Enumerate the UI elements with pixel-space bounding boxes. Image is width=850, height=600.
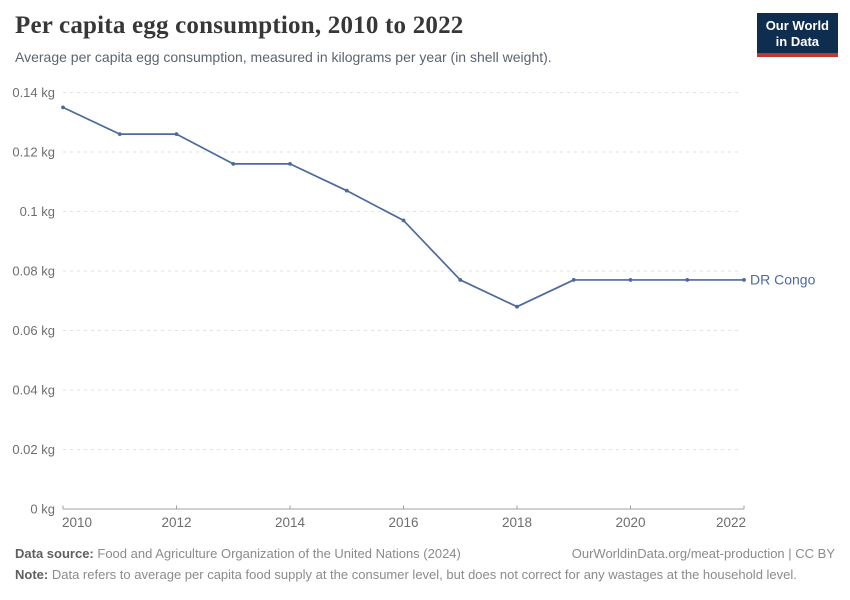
y-tick-label: 0.06 kg bbox=[12, 323, 55, 338]
data-point bbox=[742, 278, 746, 282]
x-tick-label: 2012 bbox=[161, 515, 191, 530]
footer-note-line: Note: Data refers to average per capita … bbox=[15, 567, 835, 582]
data-point bbox=[174, 132, 179, 137]
data-point bbox=[401, 218, 406, 223]
chart-header: Per capita egg consumption, 2010 to 2022… bbox=[15, 12, 750, 65]
chart-subtitle: Average per capita egg consumption, meas… bbox=[15, 49, 552, 65]
data-source-line: Data source: Food and Agriculture Organi… bbox=[15, 546, 461, 561]
y-tick-label: 0.08 kg bbox=[12, 264, 55, 279]
footer-license-link[interactable]: OurWorldinData.org/meat-production | CC … bbox=[571, 546, 835, 561]
y-tick-label: 0.04 kg bbox=[12, 383, 55, 398]
series-label: DR Congo bbox=[750, 271, 816, 287]
y-tick-label: 0 kg bbox=[30, 502, 55, 517]
footer-row: Data source: Food and Agriculture Organi… bbox=[15, 546, 835, 561]
data-point bbox=[458, 278, 463, 282]
x-tick-label: 2018 bbox=[502, 515, 532, 530]
owid-logo-line1: Our World bbox=[765, 18, 829, 33]
x-tick-label: 2022 bbox=[716, 515, 746, 530]
x-tick-label: 2014 bbox=[275, 515, 306, 530]
note-label: Note: bbox=[15, 567, 49, 582]
data-point bbox=[61, 105, 65, 110]
line-chart: 0 kg 0.02 kg 0.04 kg 0.06 kg 0.08 kg 0.1 kg 0.… bbox=[12, 85, 816, 530]
data-point bbox=[344, 188, 349, 193]
data-point bbox=[117, 132, 122, 137]
data-point bbox=[231, 162, 236, 166]
data-point bbox=[628, 278, 633, 282]
y-tick-label: 0.1 kg bbox=[20, 204, 55, 219]
data-point bbox=[685, 278, 690, 282]
y-tick-label: 0.14 kg bbox=[12, 85, 55, 100]
x-tick-label: 2010 bbox=[62, 515, 92, 530]
x-tick-label: 2016 bbox=[388, 515, 418, 530]
data-point bbox=[571, 278, 576, 282]
data-point bbox=[288, 162, 292, 166]
owid-logo-line2: in Data bbox=[775, 34, 820, 49]
data-point bbox=[515, 304, 519, 309]
data-line bbox=[62, 106, 744, 308]
chart-title: Per capita egg consumption, 2010 to 2022 bbox=[15, 12, 464, 39]
note-text: Data refers to average per capita food s… bbox=[51, 567, 797, 582]
chart-footer: Data source: Food and Agriculture Organi… bbox=[15, 546, 835, 582]
owid-logo[interactable]: Our World in Data bbox=[756, 13, 838, 57]
x-tick-label: 2020 bbox=[615, 515, 645, 530]
y-tick-label: 0.12 kg bbox=[12, 145, 55, 160]
data-source-label: Data source: bbox=[15, 546, 94, 561]
y-tick-label: 0.02 kg bbox=[12, 442, 55, 457]
data-source-text: Food and Agriculture Organization of the… bbox=[97, 546, 461, 561]
